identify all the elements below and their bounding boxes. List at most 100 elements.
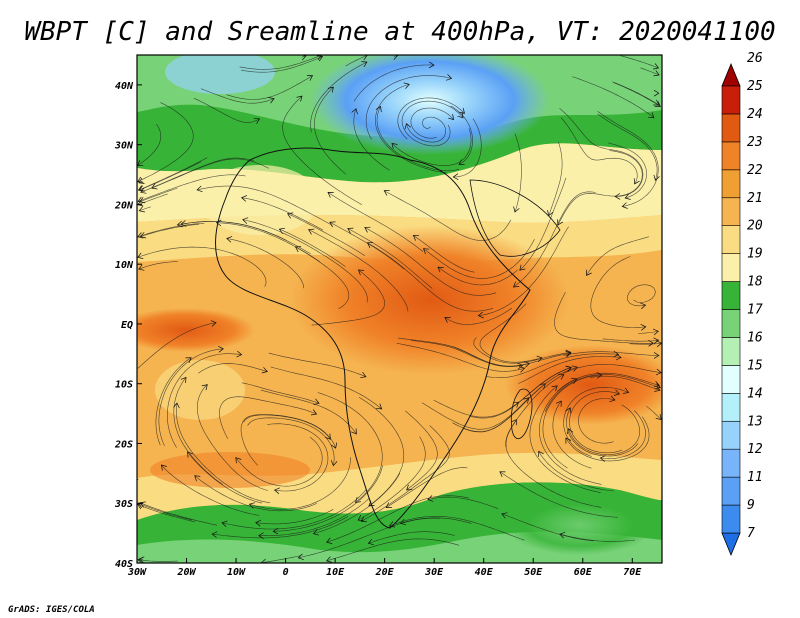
streamline-arrow [648,339,654,347]
streamline [600,410,646,460]
streamline [261,555,301,563]
streamline-arrow [361,61,368,68]
streamline [559,533,636,542]
streamline [473,337,571,364]
streamline-arrow [517,362,524,370]
colorbar-segment [721,309,741,338]
streamline [241,197,324,231]
streamline [559,107,644,197]
streamline-arrow [551,385,558,392]
streamline-arrow [306,75,314,81]
colorbar-label: 12 [747,442,763,457]
streamline [590,256,646,328]
streamline [139,206,151,212]
streamline [620,55,659,69]
streamline-arrow [218,345,224,353]
streamline-arrow [248,502,255,509]
streamline-arrow [376,403,383,410]
streamline-arrow [519,264,526,271]
streamline-arrow [300,55,307,61]
streamline [138,502,192,521]
streamline [544,374,661,413]
y-tick-label: 40S [115,559,133,570]
streamline [364,227,497,296]
streamline-arrow [235,457,242,464]
streamline [139,187,178,202]
streamline-arrow [138,185,146,192]
streamline [273,465,383,532]
streamline-arrow [215,219,222,227]
streamline [313,472,401,534]
colorbar-segment [721,253,741,282]
streamline [478,226,569,316]
latitude-axis: 40N 30N 20N 10N EQ 10S 20S 30S 40S [114,81,142,570]
colorbar-label: 7 [747,526,755,541]
streamline-arrow [140,187,147,194]
streamline-arrow [137,478,139,481]
streamline-arrow [399,518,406,526]
streamline [137,102,194,182]
southwest-pale-patch [155,360,245,420]
streamline [137,322,217,369]
streamline [358,397,405,507]
streamline [499,471,618,518]
colorbar-segment [721,141,741,171]
x-tick-label: 30W [127,567,147,578]
streamline [353,64,435,102]
streamline [410,340,523,367]
colorbar-label: 19 [747,247,763,262]
streamline-arrow [160,464,167,471]
streamline [361,425,450,522]
streamline [453,118,482,178]
streamline-arrow [654,385,661,392]
y-tick-label: 20S [114,439,133,450]
x-tick-label: 20E [375,567,395,578]
streamline [375,84,447,173]
streamline-arrow [391,142,398,149]
streamline-arrow [173,402,180,409]
streamline-arrow [653,352,660,359]
streamline [566,407,639,457]
streamline [538,378,602,485]
streamline [200,88,275,104]
streamline [597,111,659,207]
map-frame [136,54,663,564]
streamline-arrow [406,484,413,491]
streamline-arrow [312,529,319,536]
streamline-arrow [326,537,333,544]
streamline-arrow [137,232,144,239]
streamline-arrow [357,515,364,521]
madagascar-coastline [510,388,533,440]
streamline-arrow [448,114,455,121]
streamline [421,397,530,430]
streamline [137,193,168,206]
streamline-arrow [327,86,334,93]
streamline-arrow [329,221,336,228]
x-tick-label: 60E [574,567,593,578]
streamline [177,221,311,255]
streamline-arrow [653,174,660,181]
streamline [557,150,643,226]
colorbar-label: 26 [747,51,763,66]
streamline [627,284,656,307]
streamline-arrow [138,177,145,184]
streamline [513,191,596,288]
streamline [255,509,334,525]
streamline-arrow [404,122,411,130]
streamline [326,495,470,543]
colorbar-label: 17 [747,303,763,318]
streamline-arrow [221,520,228,528]
streamline-arrow [565,437,572,444]
streamline [538,451,614,492]
chart-title: WBPT [C] and Sreamline at 400hPa, VT: 20… [24,17,775,47]
streamline [427,496,499,509]
streamline [287,213,366,256]
streamline [400,517,472,524]
streamline [629,343,662,345]
colorbar-segment [721,281,741,310]
streamline-arrow [458,159,465,166]
streamline [552,400,592,469]
streamline-arrow [655,368,662,376]
streamline-arrow [499,471,506,478]
